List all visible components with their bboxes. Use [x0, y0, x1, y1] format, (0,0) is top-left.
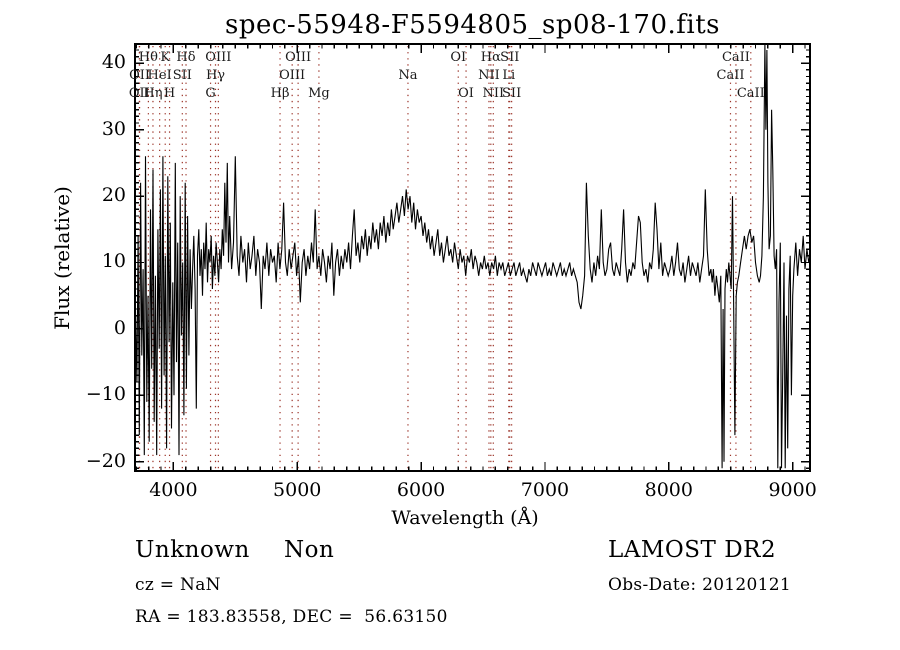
spectral-line-label: OIII — [285, 50, 312, 65]
spectral-line-label: OIII — [205, 50, 232, 65]
spectral-line-label: NII — [482, 86, 505, 101]
spectral-line-label: SII — [502, 86, 522, 101]
spectral-line-label: Hη — [143, 86, 163, 101]
object-subclass-label: Non — [284, 537, 335, 563]
survey-release-label: LAMOST DR2 — [608, 537, 777, 563]
y-tick-label: 0 — [113, 316, 126, 339]
spectral-line-label: Li — [502, 68, 516, 83]
spectral-line-label: Hβ — [270, 86, 290, 101]
cz-value-text: cz = NaN — [135, 575, 221, 595]
y-tick-label: 10 — [101, 250, 126, 273]
spectral-line-label: CaII — [736, 86, 765, 101]
spectral-line-label: OII — [128, 86, 150, 101]
x-tick-label: 5000 — [273, 479, 322, 501]
x-tick-label: 4000 — [149, 479, 198, 501]
spectral-line-label: CaII — [716, 68, 745, 83]
y-tick-label: 40 — [101, 51, 126, 74]
object-class-label: Unknown — [135, 537, 250, 563]
y-tick-label: −20 — [85, 449, 126, 472]
spectral-line-label: OIII — [279, 68, 306, 83]
spectral-line-label: Na — [398, 68, 418, 83]
spectral-line-label: HeI — [147, 68, 172, 83]
spectral-line-label: SII — [172, 68, 192, 83]
y-tick-label: −10 — [85, 383, 126, 406]
y-tick-label: 20 — [101, 184, 126, 207]
x-tick-label: 7000 — [520, 479, 570, 501]
spectral-line-label: NII — [478, 68, 500, 83]
spectral-line-label: CaII — [721, 50, 750, 65]
x-tick-label: 8000 — [644, 479, 693, 501]
x-tick-label: 6000 — [396, 479, 446, 501]
spectral-line-label: G — [205, 86, 216, 101]
x-tick-label: 9000 — [768, 479, 817, 501]
spectral-line-label: OI — [458, 86, 474, 101]
y-tick-label: 30 — [101, 117, 126, 140]
plot-title: spec-55948-F5594805_sp08-170.fits — [224, 10, 721, 40]
spectral-line-label: Mg — [308, 86, 330, 101]
spectral-line-label: Hδ — [176, 50, 196, 65]
spectral-line-label: Hθ — [138, 50, 158, 65]
spectral-line-label: K — [160, 50, 171, 65]
spectrum-trace — [135, 44, 811, 469]
spectral-line-label: OI — [450, 50, 467, 65]
spectral-line-label: H — [163, 86, 176, 101]
obs-date-text: Obs-Date: 20120121 — [608, 575, 792, 595]
spectral-line-label: Hα — [480, 50, 501, 65]
ra-dec-text: RA = 183.83558, DEC = 56.63150 — [135, 607, 448, 627]
spectral-line-label: SII — [500, 50, 520, 65]
x-axis-label: Wavelength (Å) — [391, 507, 539, 529]
spectral-line-label: Hγ — [205, 68, 226, 83]
spectral-line-label: OII — [129, 68, 151, 83]
